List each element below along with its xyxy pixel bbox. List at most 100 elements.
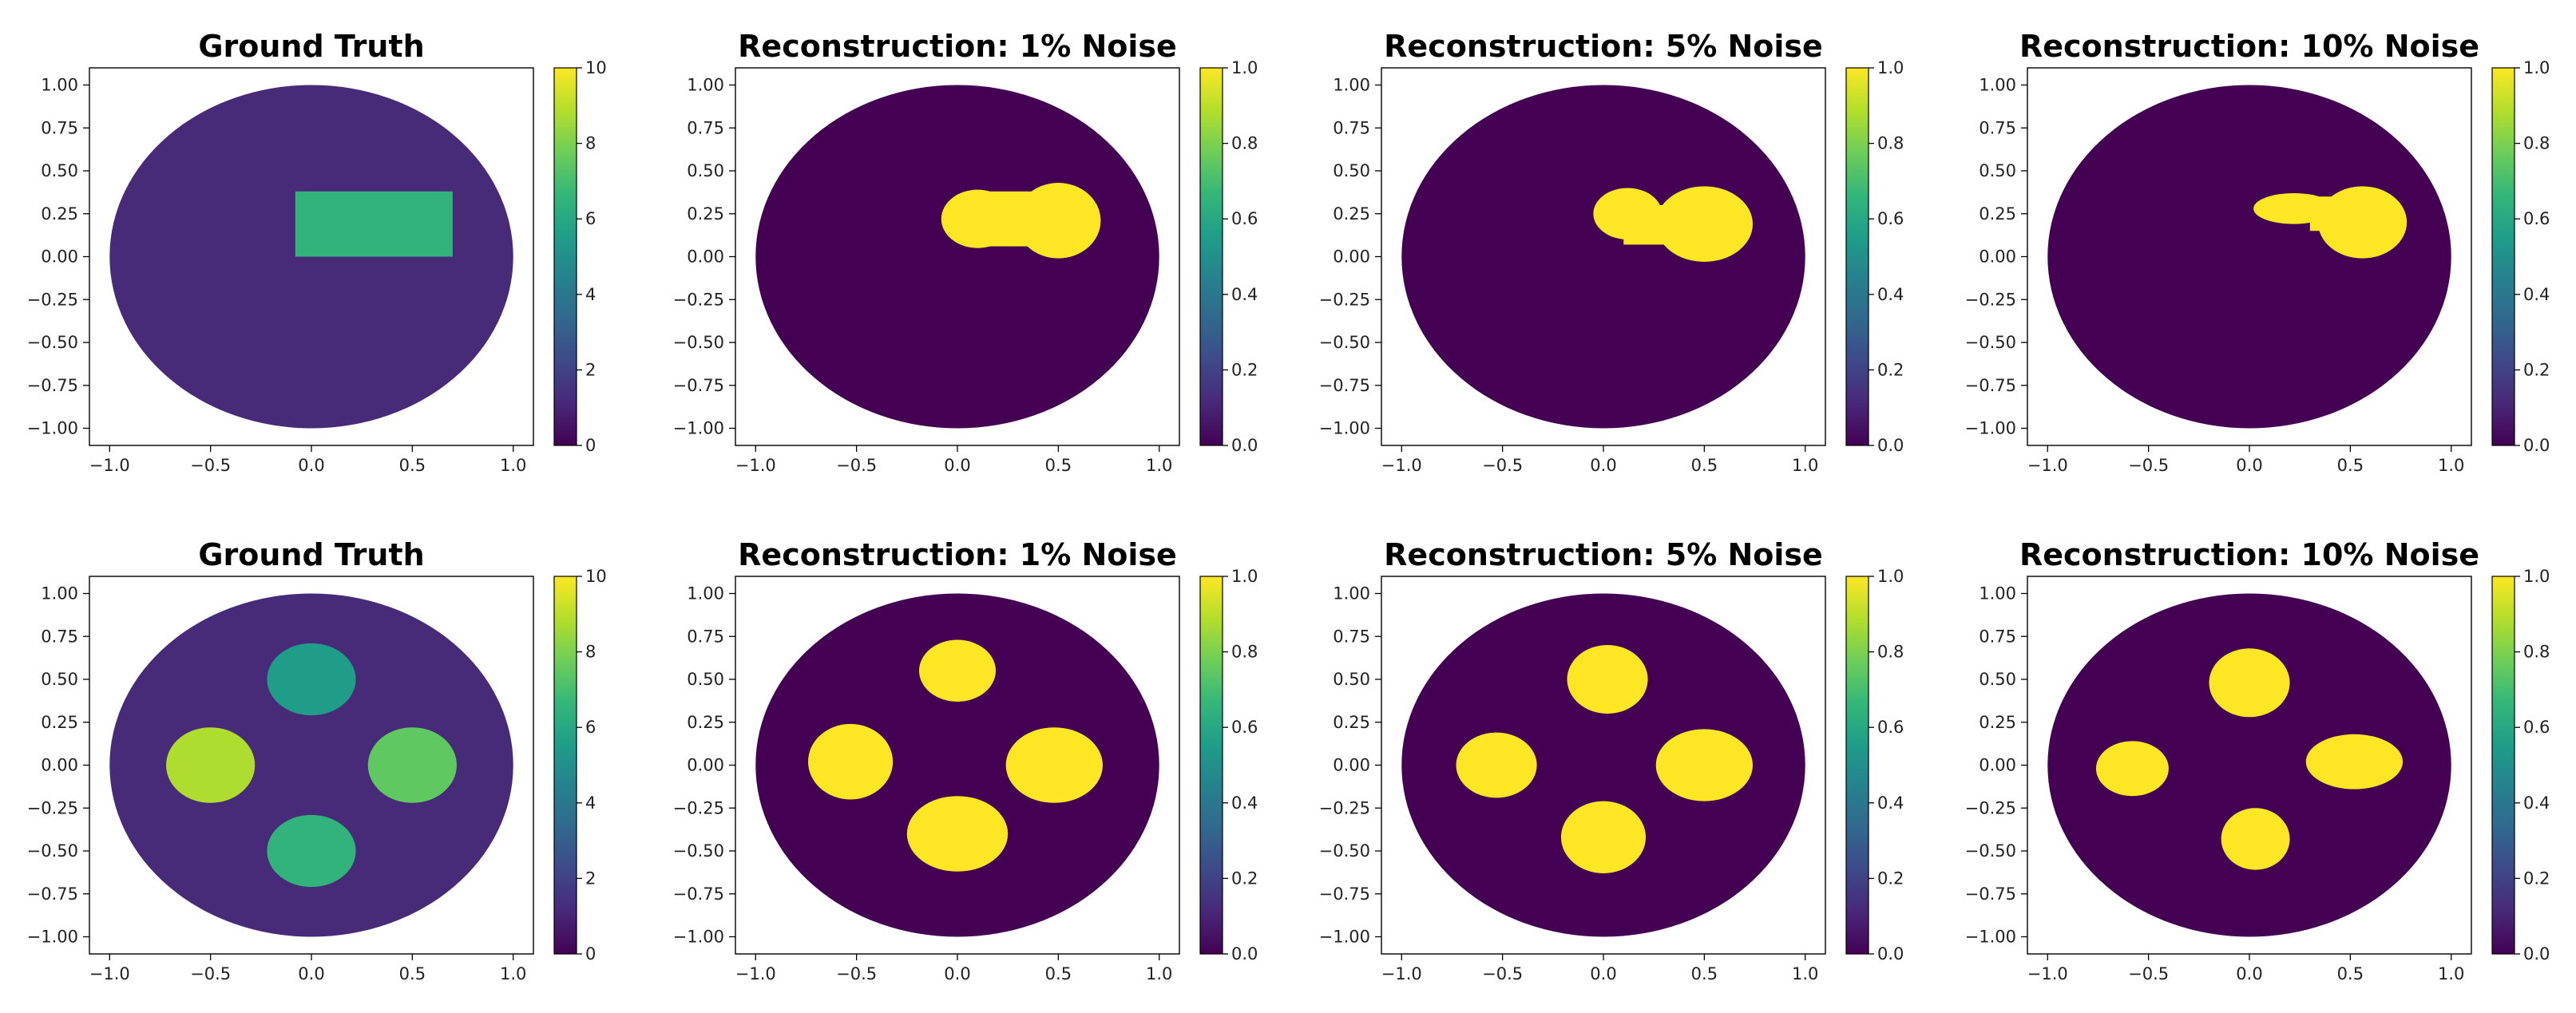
chart-7-colorbar [2492,576,2515,954]
chart-4-inclusion-0 [267,643,356,716]
chart-4-cbar-tick-label-1: 2 [585,869,596,888]
chart-0-cbar-tick-label-4: 8 [585,134,596,153]
chart-4-title: Ground Truth [198,537,424,572]
chart-7-inclusion-0 [2209,648,2290,718]
chart-0-ytick-label-1: 0.75 [41,118,78,137]
chart-5: Reconstruction: 1% Noise −1.0 −0.5 0.0 0.5 1.… [673,537,1258,983]
chart-1-xtick-label-0: −1.0 [735,456,776,475]
chart-6-inclusion-2 [1655,729,1754,801]
chart-2-ytick-label-1: 0.75 [1333,118,1370,137]
chart-6-cbar-tick-label-4: 0.8 [1877,643,1904,662]
chart-3-cbar-tick-label-4: 0.8 [2523,134,2550,153]
chart-6: Reconstruction: 5% Noise −1.0 −0.5 0.0 0.5 1.… [1319,537,1904,983]
chart-3-colorbar-frame [2491,67,2515,446]
chart-1-domain-disk [755,85,1159,429]
chart-3-ytick-label-4: 0.00 [1979,247,2016,267]
chart-2-ytick-label-6: −0.50 [1319,333,1370,352]
chart-0-cbar-tick-label-3: 6 [585,209,596,228]
chart-0-title: Ground Truth [198,29,424,64]
chart-1-ytick-label-4: 0.00 [687,247,724,267]
chart-4-cbar-tick-label-0: 0 [585,944,596,964]
chart-4-cbar-tick-label-2: 4 [585,793,596,813]
chart-3: Reconstruction: 10% Noise −1.0 −0.5 0.0 0.5 1… [1965,29,2550,475]
chart-3-cbar-tick-label-0: 0.0 [2523,436,2550,455]
chart-7-ytick-label-1: 0.75 [1979,627,2016,646]
chart-5-ytick-label-2: 0.50 [687,670,724,689]
chart-3-colorbar [2492,68,2515,445]
chart-2-ytick-label-7: −0.75 [1319,376,1370,395]
chart-2-cbar-tick-label-3: 0.6 [1877,209,1904,228]
chart-6-xtick-label-1: −0.5 [1482,964,1523,983]
chart-7-ytick-label-7: −0.75 [1965,884,2016,904]
chart-3-cbar-tick-label-1: 0.2 [2523,360,2550,379]
chart-0-ytick-label-5: −0.25 [27,290,78,309]
chart-6-ytick-label-7: −0.75 [1319,884,1370,904]
chart-5-ytick-label-1: 0.75 [687,627,724,646]
chart-3-xtick-label-1: −0.5 [2128,456,2169,475]
chart-2-ytick-label-3: 0.25 [1333,204,1370,224]
chart-7-ytick-label-2: 0.50 [1979,670,2016,689]
chart-7-xtick-label-3: 0.5 [2337,964,2364,983]
chart-1-xtick-label-2: 0.0 [944,456,970,475]
chart-4-cbar-tick-label-3: 6 [585,718,596,737]
chart-2-colorbar-frame [1845,67,1869,446]
chart-7-inclusion-3 [2221,808,2290,870]
chart-1-xtick-label-1: −0.5 [836,456,877,475]
chart-6-inclusion-3 [1560,801,1647,873]
chart-4-ytick-label-3: 0.25 [41,713,78,732]
chart-4-ytick-label-4: 0.00 [41,756,78,775]
chart-1-ytick-label-8: −1.00 [673,419,724,438]
chart-5-ytick-label-4: 0.00 [687,756,724,775]
chart-4-xtick-label-3: 0.5 [399,964,426,983]
chart-2-xtick-label-1: −0.5 [1482,456,1523,475]
chart-0-ytick-label-7: −0.75 [27,376,78,395]
chart-5-xtick-label-2: 0.0 [944,964,970,983]
chart-3-xtick-label-2: 0.0 [2236,456,2262,475]
chart-2-ytick-label-8: −1.00 [1319,419,1370,438]
chart-7-cbar-tick-label-4: 0.8 [2523,643,2550,662]
chart-7-xtick-label-1: −0.5 [2128,964,2169,983]
chart-6-image [1401,593,1805,937]
chart-2-ytick-label-5: −0.25 [1319,290,1370,309]
chart-0-colorbar-frame [553,67,577,446]
chart-5-colorbar [1200,576,1223,954]
chart-2-colorbar [1846,68,1869,445]
chart-6-ytick-label-2: 0.50 [1333,670,1370,689]
chart-6-ytick-label-1: 0.75 [1333,627,1370,646]
chart-4-xtick-label-0: −1.0 [89,964,130,983]
chart-2-domain-disk [1401,85,1805,429]
chart-2-cbar-tick-label-1: 0.2 [1877,360,1904,379]
chart-6-ytick-label-4: 0.00 [1333,756,1370,775]
chart-1-ytick-label-6: −0.50 [673,333,724,352]
chart-0-xtick-label-2: 0.0 [298,456,324,475]
chart-7-inclusion-1 [2095,741,2169,797]
chart-4-colorbar-frame [553,576,577,955]
chart-1-colorbar-frame [1199,67,1223,446]
chart-2-cbar-tick-label-5: 1.0 [1877,58,1904,77]
chart-3-title: Reconstruction: 10% Noise [2019,29,2479,64]
chart-3-ytick-label-1: 0.75 [1979,118,2016,137]
chart-7-ytick-label-0: 1.00 [1979,584,2016,603]
chart-3-xtick-label-3: 0.5 [2337,456,2364,475]
chart-6-cbar-tick-label-3: 0.6 [1877,718,1904,737]
chart-1-title: Reconstruction: 1% Noise [738,29,1177,64]
chart-0-ytick-label-6: −0.50 [27,333,78,352]
chart-5-cbar-tick-label-0: 0.0 [1231,944,1258,964]
chart-0: Ground Truth −1.0 −0.5 0.0 0.5 1.0 1.00 0.75 0.5… [27,29,607,475]
chart-2-cbar-tick-label-2: 0.4 [1877,285,1904,304]
chart-1-cbar-tick-label-2: 0.4 [1231,285,1258,304]
chart-5-ytick-label-5: −0.25 [673,798,724,817]
chart-4-domain-disk [109,593,513,937]
chart-3-ytick-label-8: −1.00 [1965,419,2016,438]
chart-4-cbar-tick-label-4: 8 [585,643,596,662]
chart-7-xtick-label-4: 1.0 [2438,964,2464,983]
chart-4-xtick-label-4: 1.0 [500,964,526,983]
chart-1-ytick-label-2: 0.50 [687,161,724,180]
chart-7-cbar-tick-label-3: 0.6 [2523,718,2550,737]
chart-6-cbar-tick-label-5: 1.0 [1877,567,1904,586]
chart-7-ytick-label-8: −1.00 [1965,928,2016,947]
chart-6-colorbar [1846,576,1869,954]
chart-4-xtick-label-1: −0.5 [190,964,231,983]
chart-1-ytick-label-1: 0.75 [687,118,724,137]
chart-0-xtick-label-3: 0.5 [399,456,426,475]
